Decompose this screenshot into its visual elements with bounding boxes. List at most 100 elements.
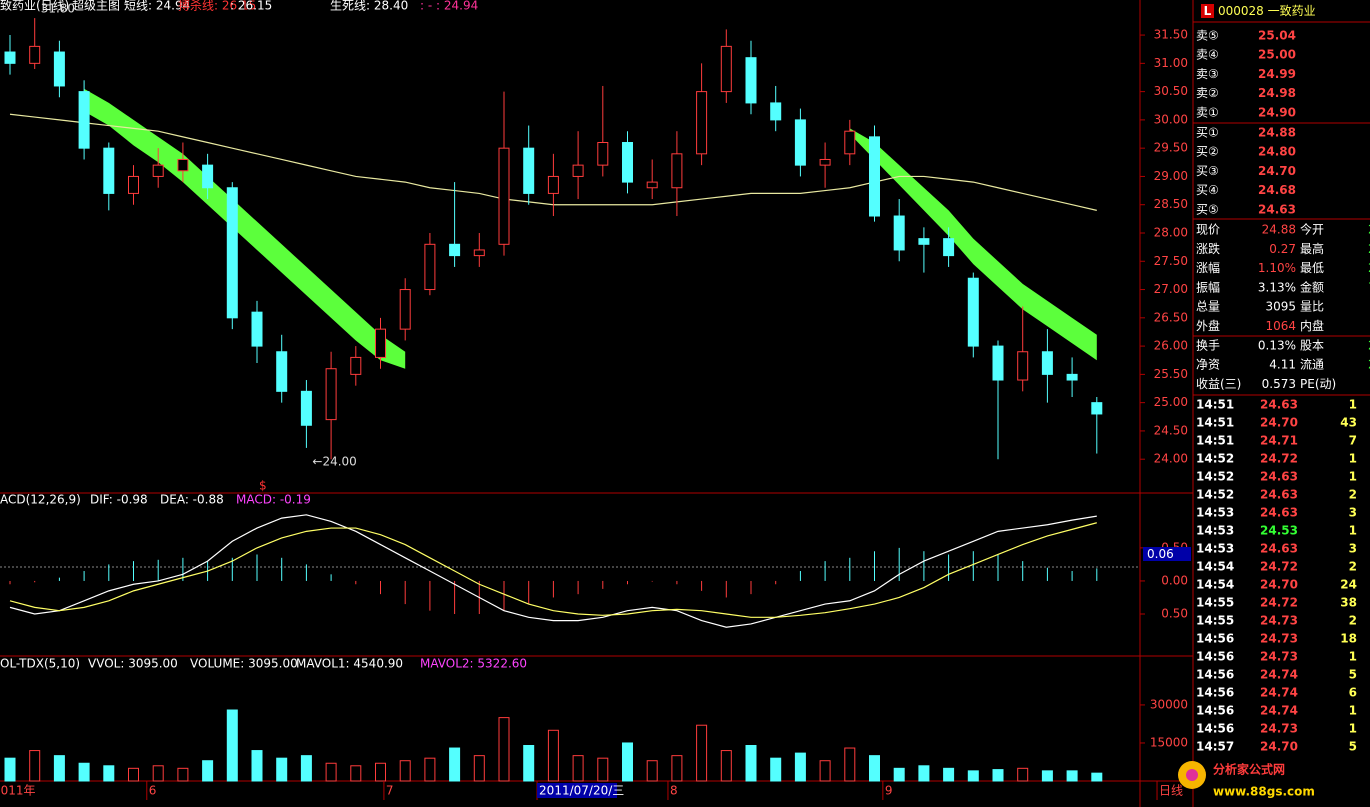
volume-bar [4,757,16,782]
y-tick-label: 31.00 [1154,56,1188,70]
stat-cell: 7 [1368,280,1370,294]
volume-bar [1017,767,1029,782]
candle-body [622,142,633,183]
candle-body [202,164,214,189]
candle-body [646,181,658,189]
volume-bar [177,767,189,782]
volume-bar [597,757,609,782]
volume-bar [992,769,1004,782]
tick-volume: 5 [1349,668,1357,682]
header-text: MAVOL2: 5322.60 [420,657,527,671]
volume-bar [646,760,658,782]
volume-bar [29,750,41,782]
tick-time: 14:52 [1196,452,1234,466]
candle-body [226,187,238,319]
volume-bar [498,717,510,782]
book-price: 24.88 [1258,126,1296,140]
tick-volume: 2 [1349,614,1357,628]
tick-time: 14:51 [1196,416,1234,430]
logo [1186,769,1198,781]
candle-body [152,164,164,177]
candle-body [819,158,831,166]
candle-body [177,158,189,172]
header-text: VVOL: 3095.00 [88,657,178,671]
header-text: : - : 24.94 [420,0,478,13]
volume-bar [572,755,584,782]
stat-cell: 内盘 [1300,318,1324,333]
tick-price: 24.63 [1260,470,1298,484]
volume-bar [325,762,337,782]
volume-bar [53,755,65,782]
volume-bar [375,762,386,782]
tick-time: 14:56 [1196,668,1234,682]
date-label: 9 [885,784,893,798]
y-tick-label: 30000 [1150,697,1188,711]
volume-bar [523,745,535,782]
tick-volume: 18 [1340,632,1357,646]
y-tick-label: 28.00 [1154,225,1188,239]
tick-price: 24.70 [1260,416,1298,430]
marker: $ [259,479,267,493]
tick-price: 24.63 [1260,506,1298,520]
volume-bar [844,747,856,782]
candle-body [943,238,955,257]
tick-price: 24.70 [1260,578,1298,592]
candle-body [893,215,905,251]
y-tick-label: 27.00 [1154,282,1188,296]
tick-volume: 1 [1349,398,1357,412]
header-text: 搏杀线: 26.15 [178,0,256,13]
book-label: 买② [1196,145,1219,159]
header-text: 超级主图 [72,0,120,13]
y-tick-label: 0.50 [1161,607,1188,621]
tick-time: 14:53 [1196,524,1234,538]
candle-body [1017,351,1029,381]
tick-price: 24.63 [1260,398,1298,412]
stat-cell: 0.27 [1269,242,1296,256]
tick-time: 14:56 [1196,632,1234,646]
tick-price: 24.72 [1260,596,1298,610]
candle-body [745,57,757,104]
header-text: : 26.15 [230,0,272,13]
tick-volume: 6 [1349,686,1357,700]
volume-bar [1091,772,1103,782]
tick-price: 24.74 [1260,704,1298,718]
candle-body [1041,351,1053,375]
volume-bar [967,770,979,782]
volume-bar [1066,770,1078,782]
tick-price: 24.73 [1260,722,1298,736]
stat-cell: 净资 [1196,358,1220,372]
stat-cell: 流通 [1300,358,1324,372]
candle-body [424,243,436,291]
book-price: 24.63 [1258,202,1296,216]
tick-price: 24.53 [1260,524,1298,538]
tick-time: 14:56 [1196,686,1234,700]
header-text: DEA: -0.88 [160,493,224,507]
stat-cell: 总量 [1196,300,1220,314]
tick-volume: 24 [1340,578,1357,592]
header-text: MACD: -0.19 [236,493,311,507]
candle-body [4,51,16,64]
candle-body [1091,402,1103,415]
header-text: OL-TDX(5,10) [0,657,80,671]
book-label: 卖① [1196,105,1219,119]
current-value: 0.06 [1147,547,1174,561]
stat-cell: 振幅 [1196,279,1220,294]
book-price: 24.99 [1258,67,1296,81]
tick-price: 24.73 [1260,614,1298,628]
volume-bar [918,765,930,782]
book-label: 买④ [1196,183,1219,197]
tick-time: 14:56 [1196,722,1234,736]
candle-body [251,311,263,347]
volume-bar [869,755,880,782]
tick-price: 24.71 [1260,434,1298,448]
book-label: 卖③ [1196,67,1219,81]
volume-bar [350,765,362,782]
stat-cell: 1064 [1265,319,1296,333]
badge: L [1204,4,1212,18]
volume-bar [449,747,461,782]
date-label: 6 [149,784,157,798]
book-price: 25.00 [1258,48,1296,62]
volume-bar [276,757,288,782]
